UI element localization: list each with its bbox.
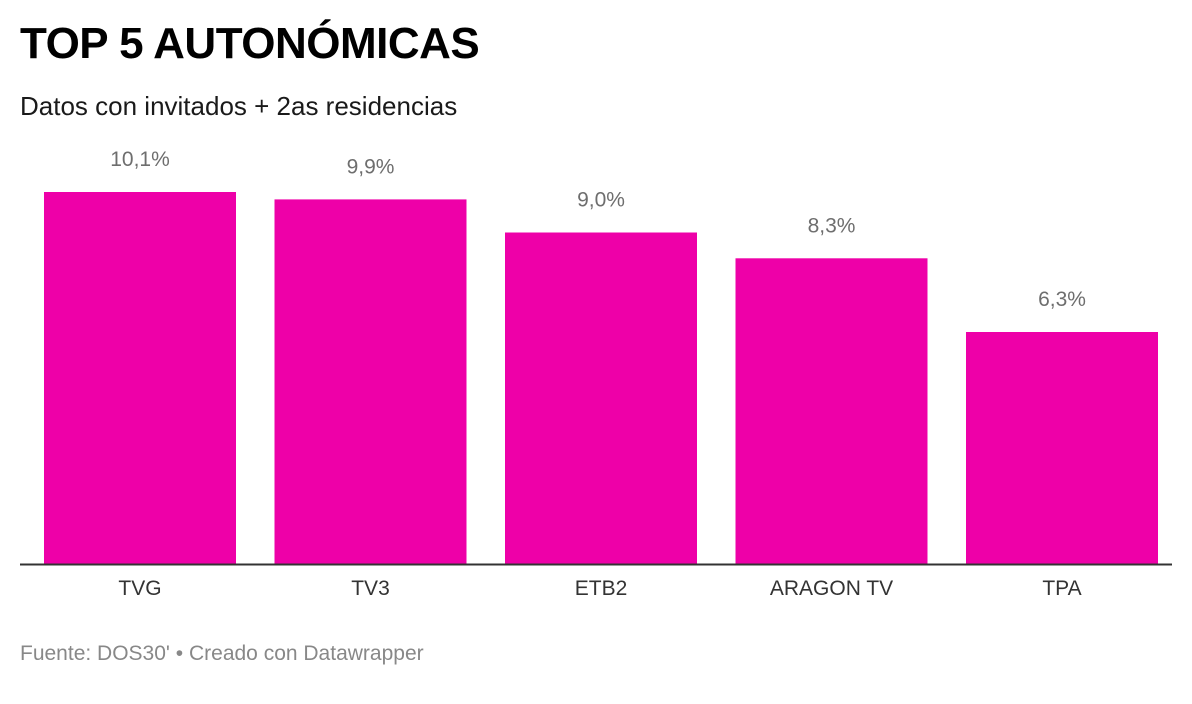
bar-tv3 xyxy=(274,199,467,564)
category-label: ETB2 xyxy=(575,577,628,600)
value-label: 8,3% xyxy=(808,214,856,237)
value-label: 9,0% xyxy=(577,189,625,212)
chart-subtitle: Datos con invitados + 2as residencias xyxy=(20,91,458,121)
category-label: TVG xyxy=(118,577,161,600)
bar-tvg xyxy=(44,192,236,564)
footer-separator: • xyxy=(175,642,184,665)
source-footer: Fuente: DOS30' • Creado con Datawrapper xyxy=(20,641,424,667)
value-label: 6,3% xyxy=(1038,288,1086,311)
bar-etb2 xyxy=(505,232,697,564)
category-label: ARAGON TV xyxy=(770,577,893,600)
chart-title: TOP 5 AUTONÓMICAS xyxy=(20,19,480,68)
category-label: TV3 xyxy=(351,577,390,600)
category-label: TPA xyxy=(1042,577,1081,600)
bar-aragon-tv xyxy=(735,258,928,564)
source-label: Fuente: DOS30' xyxy=(20,642,170,665)
datawrapper-credit-link[interactable]: Creado con Datawrapper xyxy=(188,642,424,665)
value-label: 9,9% xyxy=(347,155,395,178)
value-label: 10,1% xyxy=(110,148,170,171)
bar-tpa xyxy=(966,332,1158,564)
